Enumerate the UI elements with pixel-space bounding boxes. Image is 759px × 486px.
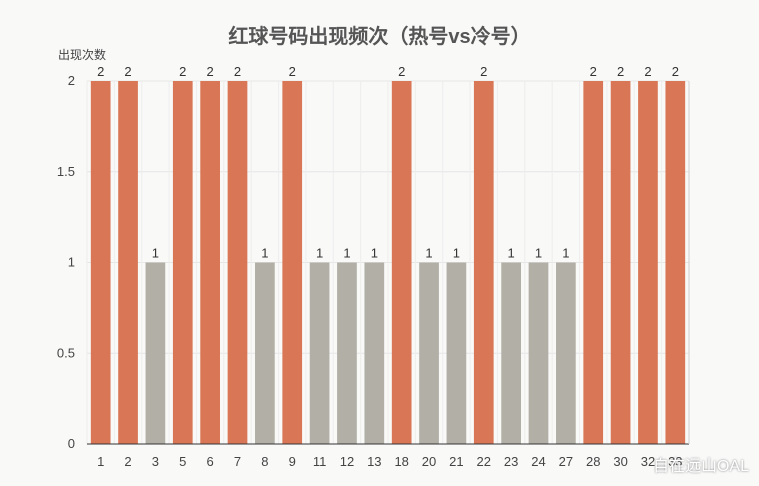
x-tick-label: 8 bbox=[261, 454, 268, 469]
x-tick-label: 12 bbox=[340, 454, 354, 469]
x-tick-label: 13 bbox=[367, 454, 381, 469]
data-label: 2 bbox=[124, 64, 131, 79]
bar bbox=[255, 262, 275, 444]
data-label: 2 bbox=[207, 64, 214, 79]
x-tick-label: 1 bbox=[97, 454, 104, 469]
y-tick-label: 0.5 bbox=[57, 345, 75, 360]
bar bbox=[364, 262, 385, 444]
data-label: 2 bbox=[289, 64, 296, 79]
data-label: 2 bbox=[398, 64, 405, 79]
bar bbox=[145, 262, 166, 444]
data-label: 2 bbox=[234, 64, 241, 79]
x-tick-label: 5 bbox=[179, 454, 186, 469]
bar bbox=[309, 262, 330, 444]
x-tick-label: 7 bbox=[234, 454, 241, 469]
y-axis-label: 出现次数 bbox=[58, 48, 107, 62]
x-tick-label: 32 bbox=[641, 454, 655, 469]
bar bbox=[583, 81, 604, 444]
bar bbox=[528, 262, 549, 444]
x-tick-label: 24 bbox=[531, 454, 545, 469]
data-label: 1 bbox=[316, 246, 323, 261]
data-label: 2 bbox=[480, 64, 487, 79]
data-label: 2 bbox=[179, 64, 186, 79]
watermark: 自在远山OAL bbox=[652, 458, 749, 475]
x-tick-label: 22 bbox=[477, 454, 491, 469]
y-tick-label: 2 bbox=[68, 73, 75, 88]
bar bbox=[172, 81, 193, 444]
data-label: 1 bbox=[562, 246, 569, 261]
bar bbox=[665, 81, 686, 444]
data-label: 1 bbox=[508, 246, 515, 261]
data-label: 1 bbox=[371, 246, 378, 261]
x-tick-label: 18 bbox=[394, 454, 408, 469]
x-tick-label: 33 bbox=[668, 454, 682, 469]
data-label: 1 bbox=[261, 246, 268, 261]
y-tick-label: 1 bbox=[68, 255, 75, 270]
bar bbox=[337, 262, 357, 444]
x-tick-label: 30 bbox=[613, 454, 627, 469]
x-tick-label: 3 bbox=[152, 454, 159, 469]
x-tick-label: 9 bbox=[289, 454, 296, 469]
data-label: 2 bbox=[672, 64, 679, 79]
bar bbox=[556, 262, 576, 444]
bar bbox=[90, 81, 111, 444]
data-label: 1 bbox=[152, 246, 159, 261]
bar bbox=[638, 81, 658, 444]
x-tick-label: 23 bbox=[504, 454, 518, 469]
data-label: 2 bbox=[617, 64, 624, 79]
x-tick-label: 20 bbox=[422, 454, 436, 469]
bar bbox=[501, 262, 521, 444]
bar bbox=[446, 262, 467, 444]
data-label: 2 bbox=[590, 64, 597, 79]
bar bbox=[227, 81, 248, 444]
x-tick-label: 27 bbox=[559, 454, 573, 469]
x-tick-label: 21 bbox=[449, 454, 463, 469]
y-tick-label: 1.5 bbox=[57, 164, 75, 179]
data-label: 1 bbox=[453, 246, 460, 261]
bar bbox=[473, 81, 494, 444]
x-tick-label: 6 bbox=[207, 454, 214, 469]
x-tick-label: 2 bbox=[124, 454, 131, 469]
chart-title: 红球号码出现频次（热号vs冷号） bbox=[228, 26, 531, 48]
data-label: 1 bbox=[535, 246, 542, 261]
data-label: 1 bbox=[425, 246, 432, 261]
data-label: 2 bbox=[644, 64, 651, 79]
bar bbox=[419, 262, 439, 444]
data-label: 2 bbox=[97, 64, 104, 79]
bar bbox=[391, 81, 412, 444]
x-tick-label: 11 bbox=[313, 454, 327, 469]
data-label: 1 bbox=[343, 246, 350, 261]
bar bbox=[610, 81, 631, 444]
y-tick-label: 0 bbox=[68, 436, 75, 451]
bar bbox=[118, 81, 138, 444]
x-tick-label: 28 bbox=[586, 454, 600, 469]
bar bbox=[200, 81, 220, 444]
bar bbox=[282, 81, 303, 444]
